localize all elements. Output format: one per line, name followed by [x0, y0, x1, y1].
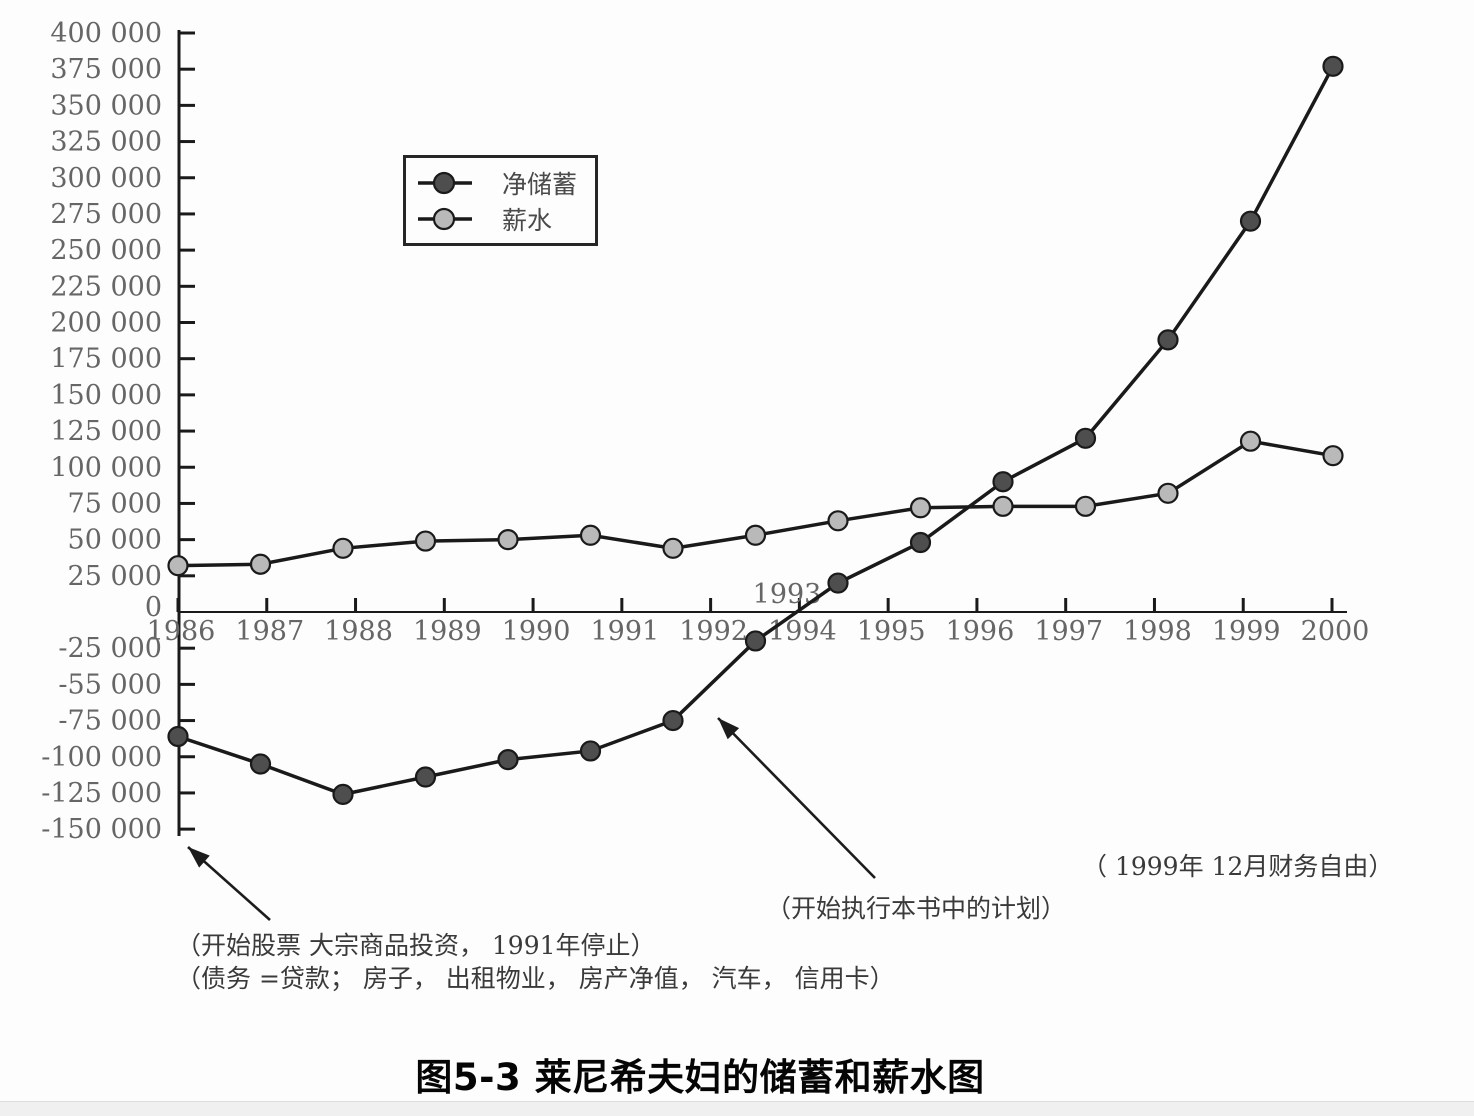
x-tick-label: 1990 — [502, 616, 571, 647]
y-tick-label: 400 000 — [50, 18, 162, 49]
y-tick-label: -125 000 — [41, 778, 162, 809]
y-tick-label: 250 000 — [50, 235, 162, 266]
y-tick-label: 0 — [145, 592, 162, 623]
annotation-financial-freedom: （ 1999年 12月财务自由） — [1082, 852, 1394, 881]
y-tick-label: 225 000 — [50, 271, 162, 302]
data-point-net-savings-1993 — [744, 630, 767, 652]
data-point-salary-1987 — [249, 553, 272, 575]
data-point-salary-1997 — [1074, 495, 1097, 517]
annotation-start-invest-line1: （开始股票 大宗商品投资， 1991年停止） — [176, 931, 656, 960]
x-tick-label: 1988 — [324, 616, 393, 647]
data-point-net-savings-1992 — [662, 709, 684, 732]
data-point-salary-1998 — [1157, 482, 1179, 504]
annotation-start-invest-line2: （债务 =贷款； 房子， 出租物业， 房产净值， 汽车， 信用卡） — [176, 964, 895, 993]
x-tick-label: 1996 — [946, 616, 1015, 647]
data-point-net-savings-1994 — [827, 572, 849, 594]
data-point-salary-1990 — [497, 529, 519, 551]
x-tick-label: 1991 — [590, 616, 659, 647]
legend-marker-salary-icon — [418, 207, 472, 231]
x-tick-label: 1986 — [147, 616, 216, 647]
y-tick-label: 25 000 — [68, 561, 162, 592]
data-point-salary-1992 — [662, 537, 684, 559]
data-point-net-savings-1990 — [497, 749, 519, 771]
x-tick-label: 1997 — [1034, 616, 1103, 647]
legend-marker-net-savings-icon — [418, 171, 472, 195]
y-tick-label: 200 000 — [50, 308, 162, 339]
data-point-net-savings-1986 — [167, 725, 189, 748]
data-point-salary-1988 — [332, 537, 354, 559]
y-tick-label: -25 000 — [58, 633, 162, 664]
data-point-net-savings-1988 — [332, 783, 354, 805]
y-tick-label: -100 000 — [41, 742, 162, 773]
data-point-net-savings-1991 — [579, 740, 602, 762]
y-tick-label: 175 000 — [50, 344, 162, 375]
series-line-net-savings — [177, 65, 1335, 797]
data-point-net-savings-1989 — [414, 766, 437, 788]
arrow-start-invest-head-icon — [188, 847, 210, 868]
y-tick-label: 150 000 — [50, 380, 162, 411]
y-tick-label: 100 000 — [50, 452, 162, 483]
data-point-net-savings-1998 — [1157, 329, 1179, 351]
annotation-start-plan: （开始执行本书中的计划） — [766, 894, 1067, 923]
data-point-salary-1986 — [167, 555, 189, 577]
data-point-salary-2000 — [1322, 445, 1344, 467]
y-tick-label: 125 000 — [50, 416, 162, 447]
data-point-salary-1995 — [909, 497, 932, 519]
x-tick-label: 1992 — [679, 616, 748, 647]
y-tick-label: 325 000 — [50, 127, 162, 158]
legend-label-salary: 薪水 — [502, 206, 553, 235]
x-tick-label: 2000 — [1301, 616, 1370, 647]
data-point-salary-1996 — [992, 495, 1014, 517]
data-point-salary-1999 — [1239, 430, 1262, 452]
y-tick-label: -75 000 — [58, 706, 162, 737]
data-point-net-savings-1995 — [909, 531, 932, 554]
chart-legend: 净储蓄 薪水 — [403, 155, 598, 246]
x-tick-label: 1995 — [857, 616, 926, 647]
y-tick-label: 50 000 — [68, 525, 162, 556]
above-axis-year-label: 1993 — [753, 579, 822, 610]
data-point-net-savings-1996 — [992, 471, 1014, 493]
data-point-net-savings-1987 — [249, 753, 272, 775]
y-tick-label: 375 000 — [50, 54, 162, 85]
chart-title: 图5-3 莱尼希夫妇的储蓄和薪水图 — [415, 1056, 985, 1099]
x-tick-label: 1987 — [235, 616, 304, 647]
y-tick-label: 350 000 — [50, 90, 162, 121]
y-tick-label: 75 000 — [68, 488, 162, 519]
data-point-salary-1993 — [744, 524, 767, 546]
legend-item-net-savings: 净储蓄 — [418, 165, 595, 201]
x-tick-label: 1998 — [1123, 616, 1192, 647]
data-point-salary-1991 — [579, 524, 602, 546]
data-point-salary-1994 — [827, 510, 849, 532]
arrow-start-plan — [717, 717, 876, 879]
legend-item-salary: 薪水 — [418, 201, 595, 237]
data-point-net-savings-1997 — [1074, 427, 1097, 449]
page-bottom-strip — [0, 1101, 1474, 1116]
y-tick-label: 275 000 — [50, 199, 162, 230]
arrow-start-plan-head-icon — [718, 718, 740, 740]
data-point-net-savings-2000 — [1322, 55, 1344, 77]
y-tick-label: -55 000 — [58, 669, 162, 700]
data-point-net-savings-1999 — [1239, 210, 1262, 232]
x-tick-label: 1999 — [1212, 616, 1281, 647]
y-tick-label: -150 000 — [41, 814, 162, 845]
data-point-salary-1989 — [414, 530, 437, 552]
y-tick-label: 300 000 — [50, 163, 162, 194]
legend-label-net-savings: 净储蓄 — [502, 170, 578, 199]
x-tick-label: 1994 — [768, 616, 837, 647]
x-tick-label: 1989 — [413, 616, 482, 647]
annotation-start-invest: （开始股票 大宗商品投资， 1991年停止） （债务 =贷款； 房子， 出租物业… — [176, 929, 895, 995]
